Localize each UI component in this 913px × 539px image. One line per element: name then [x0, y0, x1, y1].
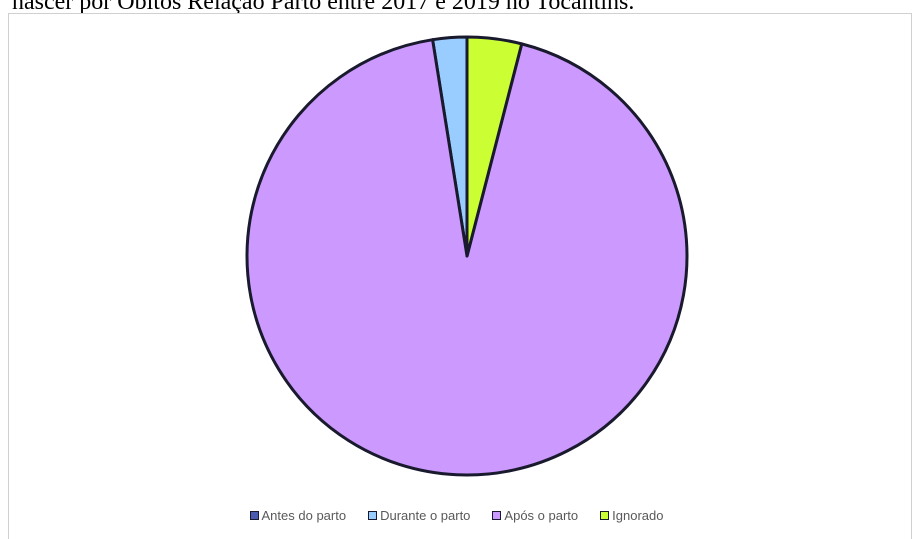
legend-swatch — [249, 511, 259, 520]
legend-item: Antes do parto — [249, 508, 347, 523]
legend-item: Ignorado — [600, 508, 663, 523]
pie-slice-ignorado — [465, 35, 524, 258]
legend-label: Após o parto — [504, 508, 579, 523]
legend-item: Após o parto — [492, 508, 578, 523]
legend-swatch — [600, 511, 610, 520]
legend-label: Durante o parto — [380, 508, 471, 523]
legend-swatch — [492, 511, 502, 520]
legend-item: Durante o parto — [368, 508, 470, 523]
figure-caption: nascer por Óbitos Relação Parto entre 20… — [12, 0, 635, 15]
legend-swatch — [368, 511, 378, 520]
legend-label: Ignorado — [612, 508, 664, 523]
legend-label: Antes do parto — [261, 508, 347, 523]
chart-legend: Antes do parto Durante o parto Após o part… — [0, 508, 913, 523]
